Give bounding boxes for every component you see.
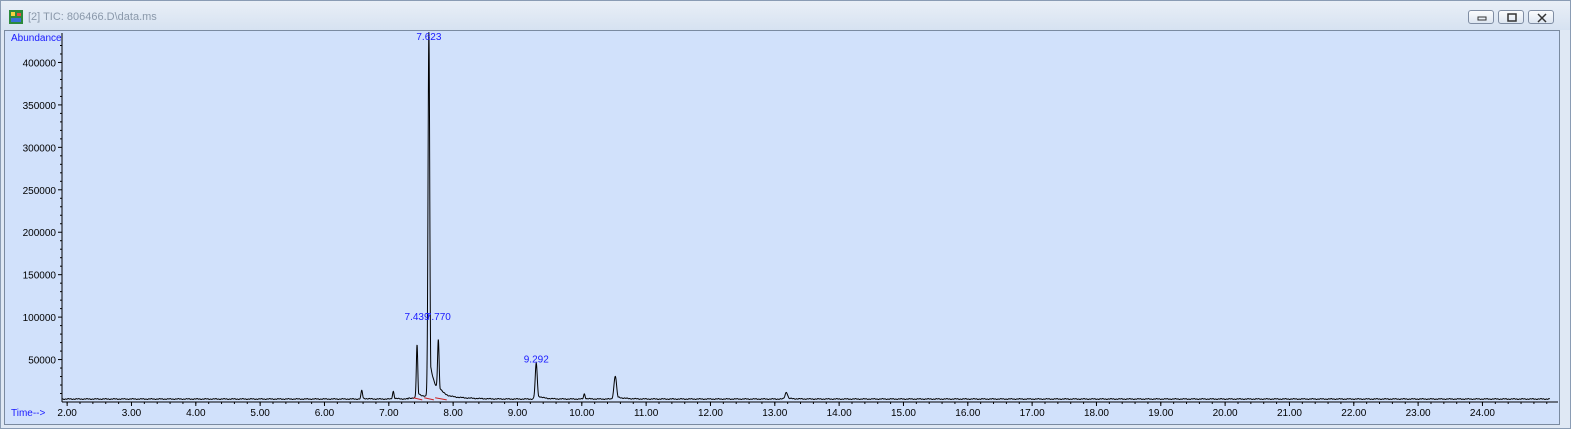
y-tick-label: 100000	[23, 313, 57, 324]
close-button[interactable]	[1528, 10, 1554, 24]
tic-chromatogram-chart: 50000 100000 150000 200000 250000 300000 35000…	[11, 32, 1558, 419]
x-tick-label: 13.00	[762, 408, 787, 419]
x-tick-label: 24.00	[1470, 408, 1495, 419]
peak-label: 7.770	[426, 312, 451, 323]
x-tick-label: 11.00	[634, 408, 659, 419]
x-tick-label: 23.00	[1406, 408, 1431, 419]
tic-trace-line	[61, 32, 1551, 401]
peak-label: 7.623	[416, 32, 441, 43]
close-icon	[1537, 13, 1547, 23]
x-tick-label: 16.00	[955, 408, 980, 419]
y-tick-label: 150000	[23, 271, 57, 282]
minimize-icon	[1477, 16, 1487, 21]
x-tick-label: 18.00	[1084, 408, 1109, 419]
peak-label: 7.439	[405, 312, 430, 323]
y-tick-label: 300000	[23, 143, 57, 154]
window-title: [2] TIC: 806466.D\data.ms	[28, 11, 157, 23]
y-tick-label: 350000	[23, 101, 57, 112]
x-tick-label: 9.00	[508, 408, 528, 419]
x-tick-label: 14.00	[827, 408, 852, 419]
x-tick-label: 17.00	[1020, 408, 1045, 419]
x-axis-title: Time-->	[11, 408, 46, 419]
x-tick-label: 7.00	[379, 408, 399, 419]
x-tick-label: 19.00	[1148, 408, 1173, 419]
y-axis-title: Abundance	[11, 33, 62, 44]
x-tick-label: 12.00	[698, 408, 723, 419]
x-tick-label: 6.00	[315, 408, 335, 419]
right-border	[1560, 30, 1570, 425]
integration-baseline	[413, 397, 423, 401]
y-tick-label: 400000	[23, 58, 57, 69]
minimize-button[interactable]	[1468, 10, 1494, 24]
title-bar[interactable]: [2] TIC: 806466.D\data.ms	[1, 1, 1570, 30]
peak-label: 9.292	[524, 355, 549, 366]
x-tick-label: 20.00	[1213, 408, 1238, 419]
y-tick-label: 250000	[23, 186, 57, 197]
x-tick-label: 3.00	[122, 408, 142, 419]
restore-icon	[1507, 13, 1517, 22]
integration-baseline	[435, 397, 447, 401]
x-tick-label: 5.00	[250, 408, 270, 419]
y-tick-label: 50000	[28, 356, 56, 367]
y-tick-label: 200000	[23, 228, 57, 239]
x-tick-label: 2.00	[57, 408, 77, 419]
x-tick-label: 4.00	[186, 408, 206, 419]
x-tick-label: 22.00	[1341, 408, 1366, 419]
x-tick-label: 21.00	[1277, 408, 1302, 419]
x-tick-label: 10.00	[569, 408, 594, 419]
x-tick-label: 8.00	[443, 408, 463, 419]
chromatogram-plot-area[interactable]: 50000 100000 150000 200000 250000 300000 35000…	[4, 30, 1560, 425]
x-tick-label: 15.00	[891, 408, 916, 419]
chromatogram-app-icon	[9, 10, 23, 24]
integration-baseline	[424, 397, 434, 401]
restore-button[interactable]	[1498, 10, 1524, 24]
